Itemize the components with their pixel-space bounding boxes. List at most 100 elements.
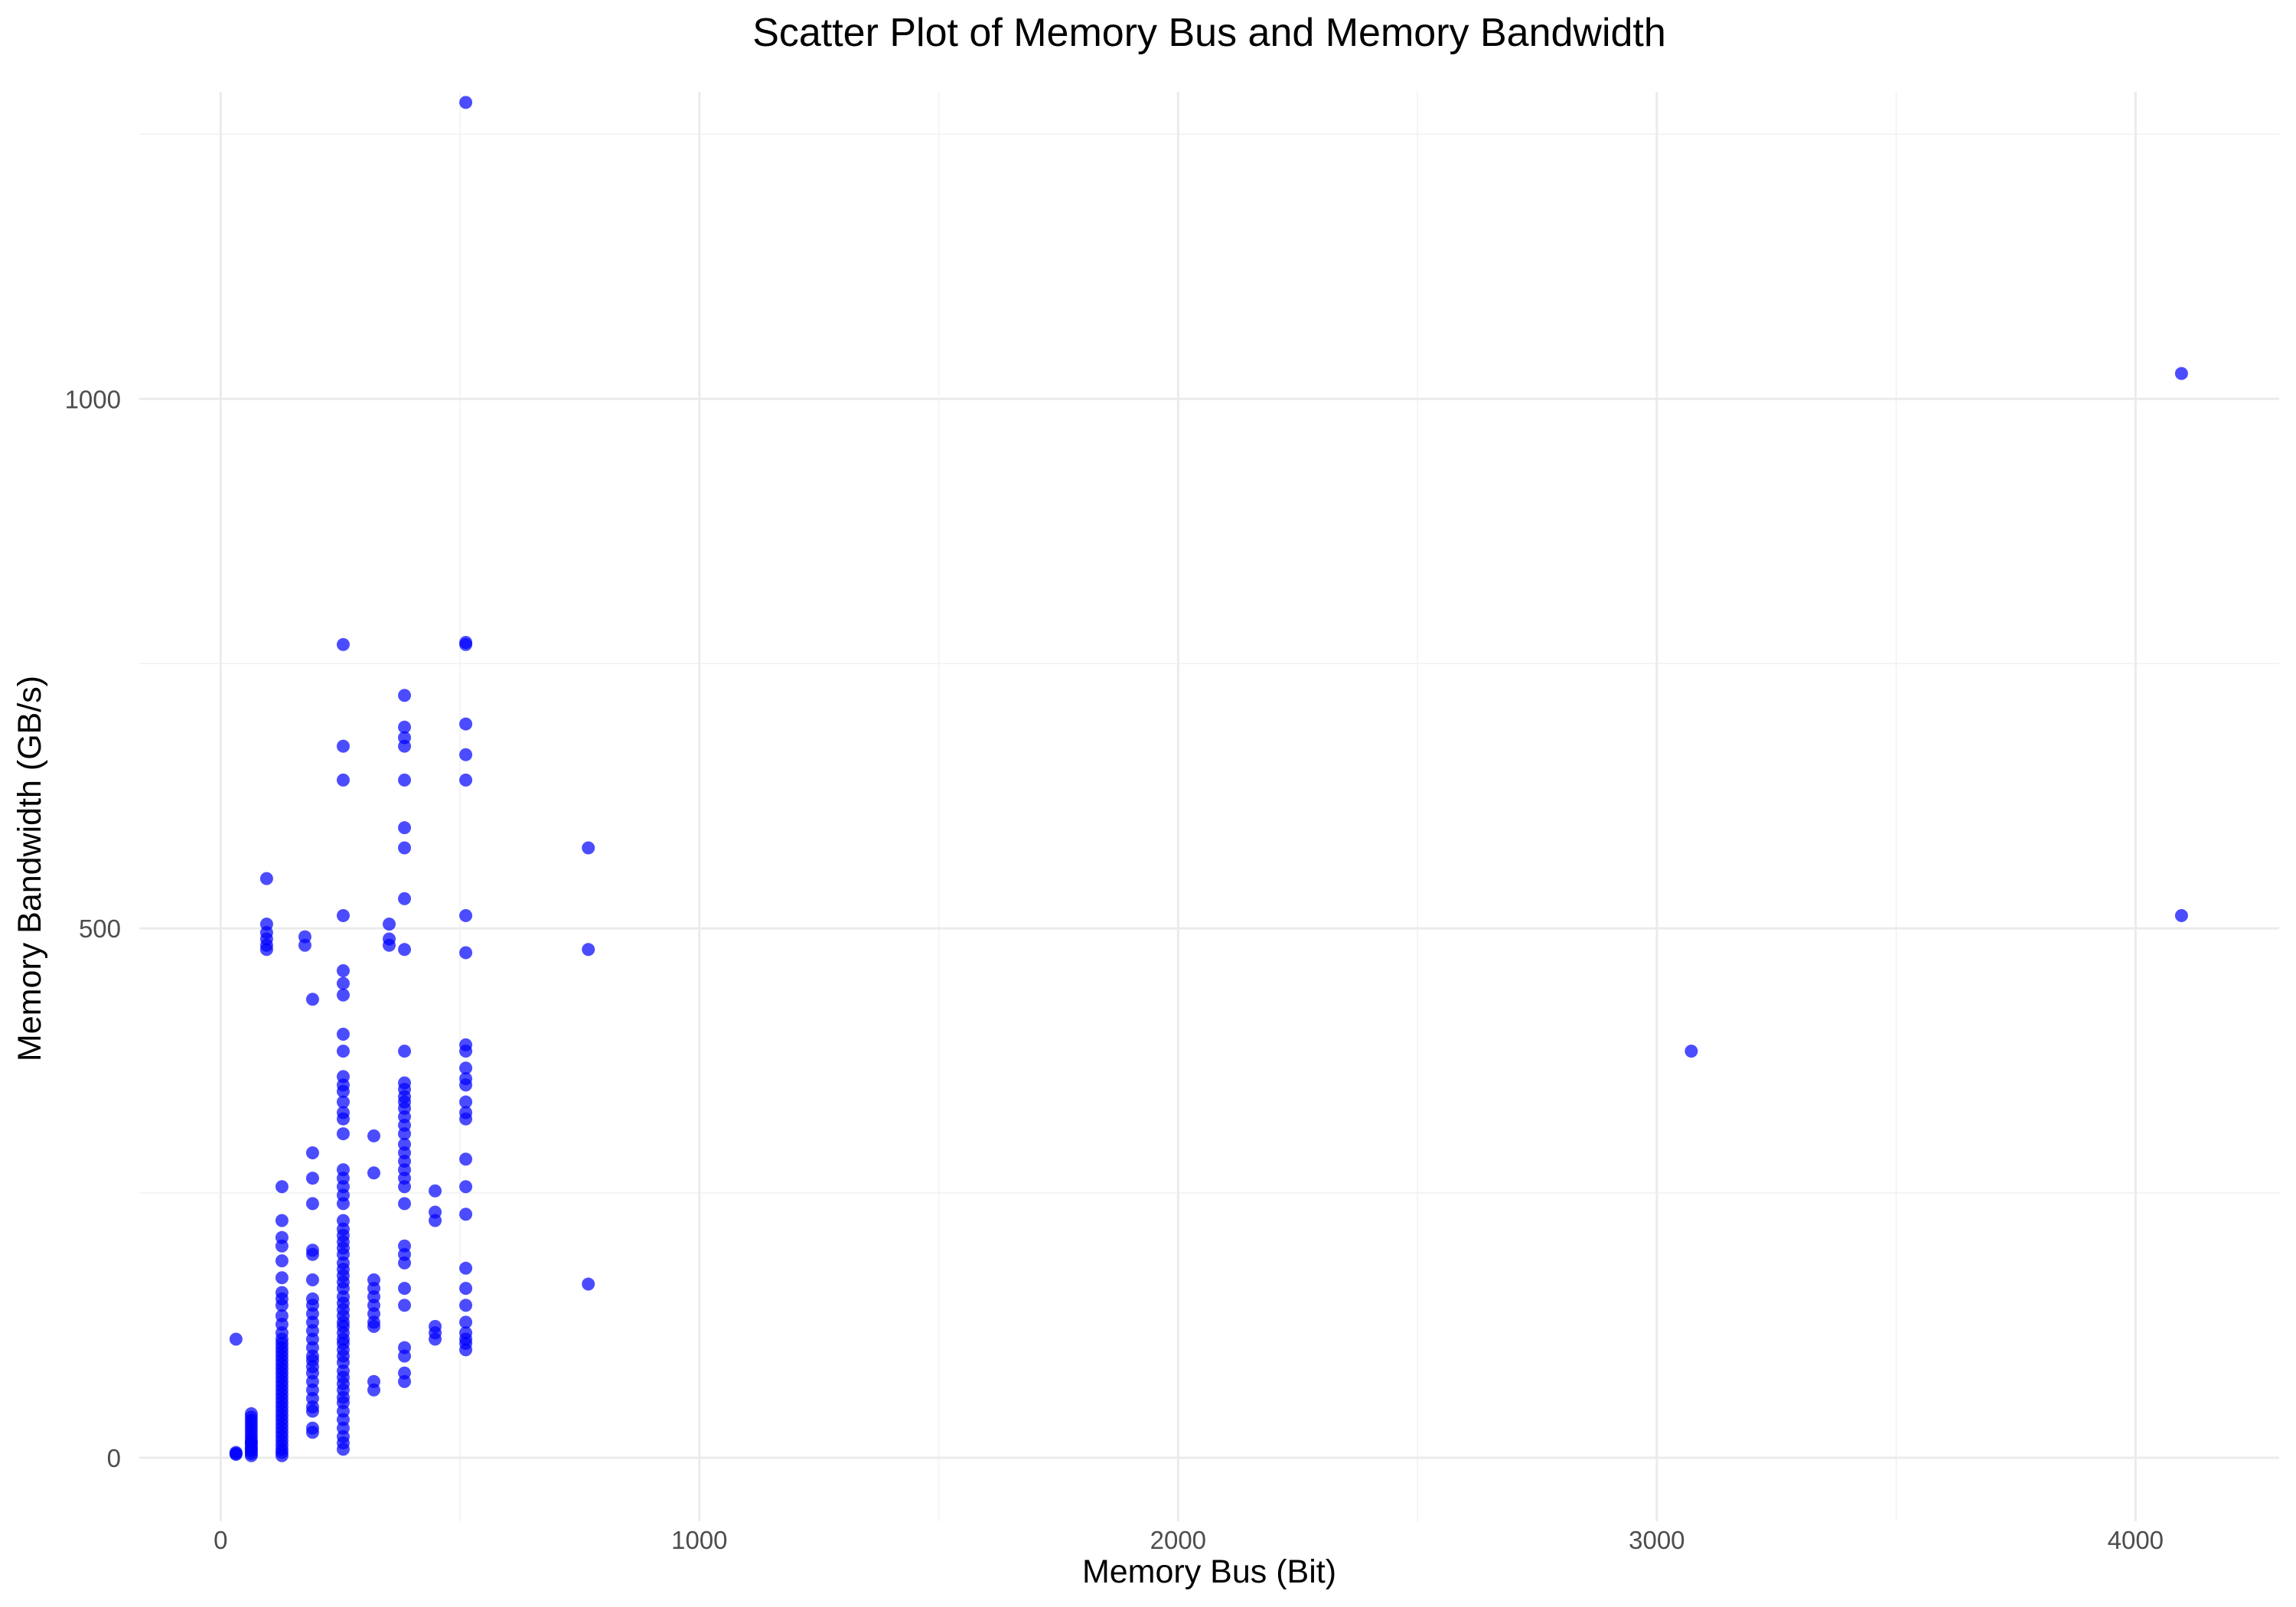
scatter-point — [229, 1332, 243, 1346]
scatter-point — [336, 1095, 350, 1109]
data-points — [229, 96, 2188, 1462]
scatter-point — [582, 943, 595, 957]
scatter-point — [398, 1239, 412, 1253]
scatter-point — [429, 1205, 442, 1219]
scatter-point — [459, 909, 473, 923]
scatter-point — [275, 1231, 289, 1244]
scatter-point — [429, 1319, 442, 1333]
scatter-point — [459, 946, 473, 960]
scatter-point — [398, 892, 412, 905]
scatter-point — [398, 689, 412, 702]
scatter-point — [398, 773, 412, 787]
chart-title: Scatter Plot of Memory Bus and Memory Ba… — [752, 11, 1666, 55]
scatter-point — [459, 1106, 473, 1120]
scatter-point — [459, 1208, 473, 1221]
scatter-point — [429, 1184, 442, 1198]
scatter-point — [275, 1286, 289, 1299]
scatter-point — [275, 1271, 289, 1285]
x-tick-label: 4000 — [2108, 1526, 2164, 1554]
x-tick-label: 0 — [214, 1526, 227, 1554]
scatter-point — [459, 1261, 473, 1275]
scatter-point — [398, 821, 412, 835]
scatter-point — [459, 773, 473, 787]
scatter-point — [582, 1277, 595, 1291]
x-axis-label: Memory Bus (Bit) — [1082, 1553, 1336, 1590]
x-tick-label: 1000 — [671, 1526, 727, 1554]
scatter-point — [1684, 1045, 1698, 1058]
scatter-point — [459, 1315, 473, 1329]
scatter-point — [398, 1076, 412, 1090]
x-tick-label: 2000 — [1150, 1526, 1206, 1554]
scatter-point — [305, 1244, 319, 1257]
scatter-point — [2174, 909, 2188, 923]
scatter-point — [398, 1045, 412, 1058]
scatter-point — [398, 1341, 412, 1354]
scatter-point — [459, 96, 473, 109]
scatter-point — [275, 1180, 289, 1194]
scatter-point — [459, 1282, 473, 1296]
scatter-point — [229, 1446, 243, 1459]
y-axis-ticks: 0 500 1000 — [65, 385, 121, 1472]
grid-lines — [139, 92, 2279, 1521]
scatter-point — [459, 1299, 473, 1312]
scatter-point — [336, 1127, 350, 1141]
scatter-point — [459, 1038, 473, 1051]
scatter-point — [383, 918, 396, 931]
scatter-point — [398, 1299, 412, 1312]
scatter-point — [275, 1309, 289, 1323]
scatter-point — [398, 720, 412, 734]
scatter-point — [305, 993, 319, 1006]
scatter-point — [398, 841, 412, 855]
scatter-point — [336, 976, 350, 990]
scatter-point — [398, 1282, 412, 1296]
scatter-point — [305, 1172, 319, 1185]
scatter-point — [336, 909, 350, 923]
scatter-point — [398, 1197, 412, 1211]
scatter-point — [459, 1180, 473, 1194]
scatter-point — [305, 1273, 319, 1287]
y-tick-label: 1000 — [65, 385, 121, 413]
scatter-point — [305, 1146, 319, 1159]
scatter-point — [2174, 367, 2188, 380]
scatter-point — [336, 773, 350, 787]
scatter-point — [275, 1254, 289, 1268]
scatter-point — [459, 1152, 473, 1166]
scatter-point — [459, 1095, 473, 1109]
scatter-point — [259, 872, 273, 885]
x-axis-ticks: 0 1000 2000 3000 4000 — [214, 1526, 2164, 1554]
scatter-point — [383, 932, 396, 946]
scatter-point — [305, 1197, 319, 1211]
scatter-point — [459, 1326, 473, 1340]
scatter-point — [336, 988, 350, 1002]
scatter-point — [259, 918, 273, 931]
scatter-point — [336, 1214, 350, 1227]
scatter-point — [336, 1045, 350, 1058]
scatter-point — [398, 1137, 412, 1151]
scatter-point — [459, 748, 473, 761]
scatter-point — [336, 1163, 350, 1177]
scatter-point — [336, 963, 350, 977]
scatter-point — [336, 739, 350, 753]
y-axis-label: Memory Bandwidth (GB/s) — [11, 676, 48, 1061]
scatter-point — [336, 1070, 350, 1084]
scatter-point — [305, 1421, 319, 1435]
scatter-point — [459, 1061, 473, 1075]
scatter-point — [459, 636, 473, 650]
scatter-point — [305, 1292, 319, 1305]
scatter-point — [367, 1273, 380, 1287]
scatter-point — [244, 1407, 258, 1420]
scatter-point — [298, 930, 311, 944]
scatter-point — [398, 731, 412, 745]
scatter-point — [336, 1106, 350, 1120]
y-tick-label: 0 — [107, 1444, 121, 1472]
scatter-point — [367, 1166, 380, 1180]
scatter-point — [459, 717, 473, 731]
scatter-point — [367, 1129, 380, 1143]
scatter-point — [336, 1027, 350, 1041]
x-tick-label: 3000 — [1629, 1526, 1684, 1554]
scatter-point — [367, 1374, 380, 1388]
y-tick-label: 500 — [79, 914, 121, 943]
scatter-point — [459, 1072, 473, 1086]
scatter-point — [398, 943, 412, 957]
